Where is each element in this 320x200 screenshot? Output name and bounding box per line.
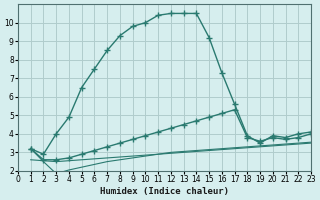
X-axis label: Humidex (Indice chaleur): Humidex (Indice chaleur)	[100, 187, 229, 196]
